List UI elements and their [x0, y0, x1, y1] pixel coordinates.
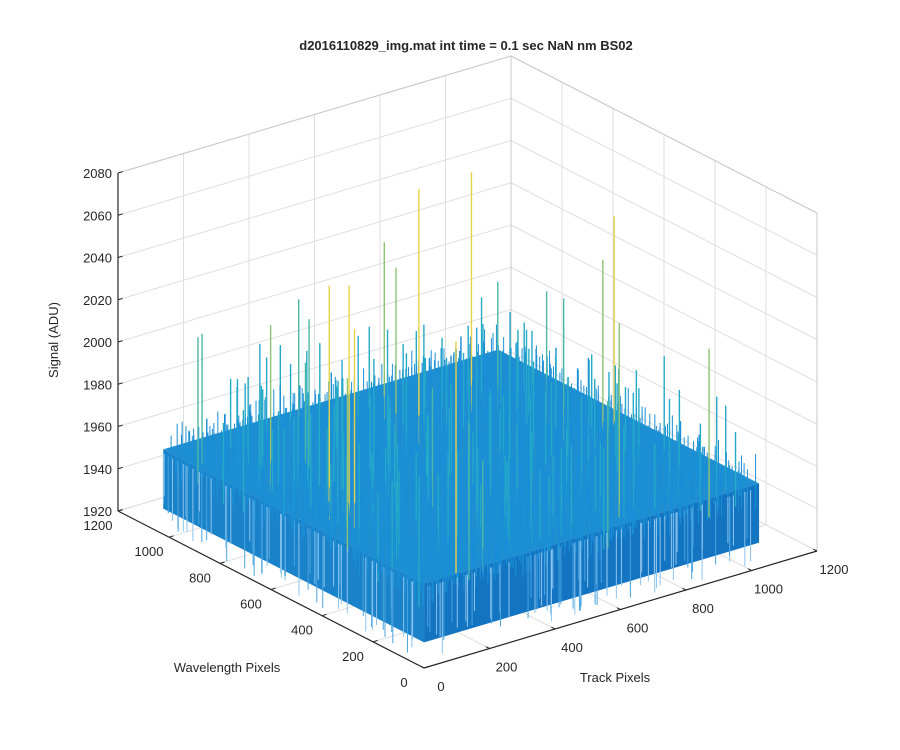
- grid-line: [117, 97, 512, 216]
- y-tick: [321, 613, 327, 617]
- z-tick-label: 1980: [83, 377, 112, 392]
- x-tick: [420, 665, 425, 669]
- y-tick-label: 600: [240, 597, 262, 612]
- surface-front-right-face: [424, 483, 760, 643]
- grid-line: [117, 140, 512, 258]
- x-tick: [747, 568, 752, 571]
- grid-line: [510, 97, 818, 256]
- surface: [162, 172, 760, 654]
- z-axis-label: Signal (ADU): [46, 302, 61, 378]
- grid-line: [117, 182, 512, 301]
- z-tick: [117, 255, 123, 258]
- y-tick: [270, 587, 276, 590]
- z-tick-label: 1940: [83, 462, 112, 477]
- x-tick-label: 1200: [820, 562, 849, 577]
- y-tick-label: 400: [291, 623, 313, 638]
- grid-line: [510, 182, 818, 341]
- z-tick: [117, 171, 123, 174]
- box-edge: [510, 55, 818, 214]
- x-axis-label: Track Pixels: [580, 670, 651, 685]
- x-tick-label: 200: [496, 660, 518, 675]
- grid-line: [510, 140, 818, 298]
- x-tick: [682, 587, 687, 591]
- z-tick: [117, 466, 123, 470]
- x-tick-label: 0: [437, 679, 444, 694]
- y-tick: [219, 561, 225, 564]
- x-tick-label: 400: [561, 640, 583, 655]
- x-tick-label: 800: [692, 601, 714, 616]
- z-tick: [117, 382, 123, 385]
- z-tick-label: 1960: [83, 420, 112, 435]
- z-tick-label: 2060: [83, 208, 112, 223]
- grid-line: [117, 224, 512, 343]
- box-edge: [117, 55, 512, 174]
- y-tick-label: 200: [342, 649, 364, 664]
- z-tick-label: 2020: [83, 293, 112, 308]
- z-tick: [117, 424, 123, 427]
- x-tick-label: 600: [627, 621, 649, 636]
- z-tick: [117, 340, 123, 343]
- x-tick: [551, 626, 556, 630]
- z-tick: [117, 509, 123, 512]
- chart-title: d2016110829_img.mat int time = 0.1 sec N…: [299, 38, 632, 53]
- axes-lines: [117, 171, 818, 669]
- z-tick: [117, 213, 123, 216]
- grid-line: [117, 266, 512, 385]
- y-tick: [423, 666, 429, 669]
- z-tick-label: 2040: [83, 251, 112, 266]
- y-tick-label: 800: [189, 570, 211, 585]
- grid-line: [510, 266, 818, 425]
- y-tick: [372, 639, 378, 643]
- x-tick-label: 1000: [754, 582, 783, 597]
- z-tick-label: 2080: [83, 166, 112, 181]
- grid-line: [510, 224, 818, 383]
- z-tick: [117, 297, 123, 301]
- x-tick: [616, 607, 621, 610]
- grid-line: [117, 309, 512, 427]
- y-tick-label: 0: [400, 675, 407, 690]
- x-tick: [485, 646, 490, 649]
- z-tick-label: 1920: [83, 504, 112, 519]
- z-tick-label: 2000: [83, 335, 112, 350]
- y-axis-label: Wavelength Pixels: [174, 660, 281, 675]
- y-tick-label: 1000: [135, 544, 164, 559]
- y-tick: [168, 535, 174, 538]
- y-tick-label: 1200: [84, 518, 113, 533]
- x-tick: [813, 548, 818, 552]
- tick-labels: 0 200 400 600 800 1000 1200 0 200 400 600 800 1000 12…: [83, 166, 848, 694]
